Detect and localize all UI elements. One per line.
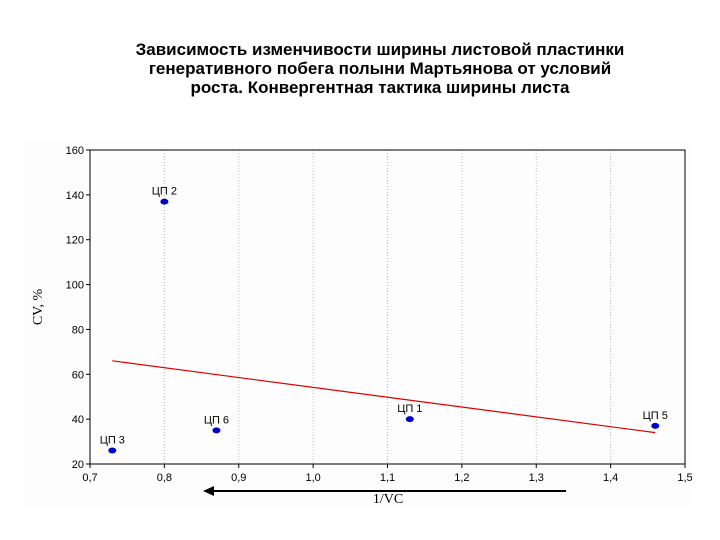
data-point: [160, 198, 169, 205]
y-tick-label: 120: [66, 235, 84, 247]
data-point: [651, 422, 660, 429]
title-line-1: Зависимость изменчивости ширины листовой…: [135, 40, 625, 59]
y-tick-label: 60: [72, 369, 84, 381]
direction-arrow-head: [203, 486, 214, 496]
data-point-label: ЦП 2: [152, 186, 177, 198]
x-tick-label: 0,9: [231, 472, 246, 484]
y-axis: 20 40 60 80 100 120 140 160: [66, 145, 90, 471]
chart-background: [22, 140, 692, 508]
data-point-label: ЦП 6: [204, 414, 229, 426]
title-line-2: генеративного побега полыни Мартьянова о…: [148, 59, 612, 78]
data-point: [108, 447, 117, 454]
y-tick-label: 40: [72, 414, 84, 426]
x-tick-label: 1,1: [380, 472, 395, 484]
y-tick-label: 100: [66, 280, 84, 292]
grid: [163, 150, 612, 464]
x-tick-label: 1,4: [603, 472, 618, 484]
data-point-label: ЦП 3: [100, 435, 125, 447]
y-tick-label: 140: [66, 190, 84, 202]
title-line-3: роста. Конвергентная тактика ширины лист…: [190, 78, 570, 97]
x-axis-label: 1/VC: [373, 492, 403, 507]
chart-title: Зависимость изменчивости ширины листовой…: [60, 40, 700, 97]
data-point-label: ЦП 5: [643, 410, 668, 422]
x-tick-label: 0,7: [82, 472, 97, 484]
y-tick-label: 20: [72, 459, 84, 471]
data-point-label: ЦП 1: [397, 403, 422, 415]
y-tick-label: 80: [72, 324, 84, 336]
x-tick-label: 1,3: [529, 472, 544, 484]
y-tick-label: 160: [66, 145, 84, 157]
x-axis: 0,7 0,8 0,9 1,0 1,1 1,2 1,3 1,4 1,5: [82, 464, 693, 484]
trend-line: [112, 360, 656, 434]
y-axis-label: CV, %: [31, 289, 46, 326]
data-point: [405, 416, 414, 423]
x-tick-label: 1,0: [305, 472, 320, 484]
x-tick-label: 1,2: [454, 472, 469, 484]
data-points: ЦП 1 ЦП 2 ЦП 3 ЦП 5 ЦП 6: [100, 186, 668, 454]
x-tick-label: 1,5: [677, 472, 692, 484]
data-point: [212, 427, 221, 434]
x-tick-label: 0,8: [157, 472, 172, 484]
